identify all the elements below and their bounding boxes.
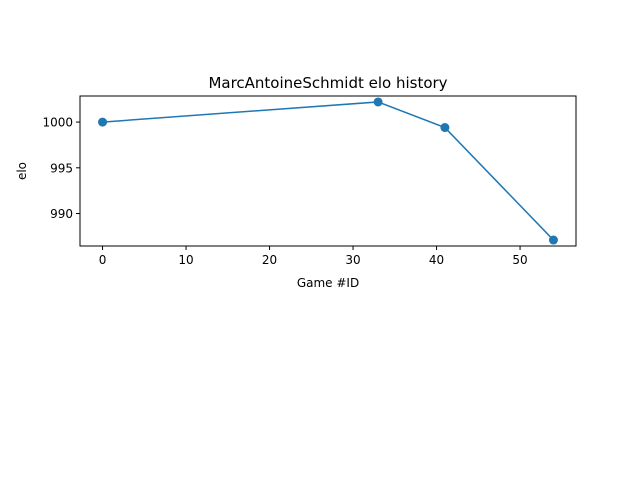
y-tick-label: 995: [50, 161, 73, 175]
chart-title: MarcAntoineSchmidt elo history: [208, 74, 447, 92]
data-point[interactable]: [548, 235, 558, 245]
data-point[interactable]: [440, 123, 450, 133]
x-tick-label: 10: [178, 253, 193, 267]
y-tick-label: 1000: [42, 116, 73, 130]
data-point[interactable]: [98, 117, 108, 127]
x-tick-label: 40: [429, 253, 444, 267]
x-tick-label: 0: [99, 253, 107, 267]
elo-series-line: [102, 101, 554, 241]
y-tick-label: 990: [50, 207, 73, 221]
data-point[interactable]: [373, 97, 383, 107]
x-tick-label: 50: [512, 253, 527, 267]
x-axis-label: Game #ID: [297, 276, 359, 290]
plot-area: 0 10 20 30 40 50 990 995 1000: [42, 97, 558, 267]
x-tick-label: 30: [345, 253, 360, 267]
y-axis-label: elo: [15, 162, 29, 180]
axes-frame: [79, 95, 577, 247]
x-tick-label: 20: [262, 253, 277, 267]
